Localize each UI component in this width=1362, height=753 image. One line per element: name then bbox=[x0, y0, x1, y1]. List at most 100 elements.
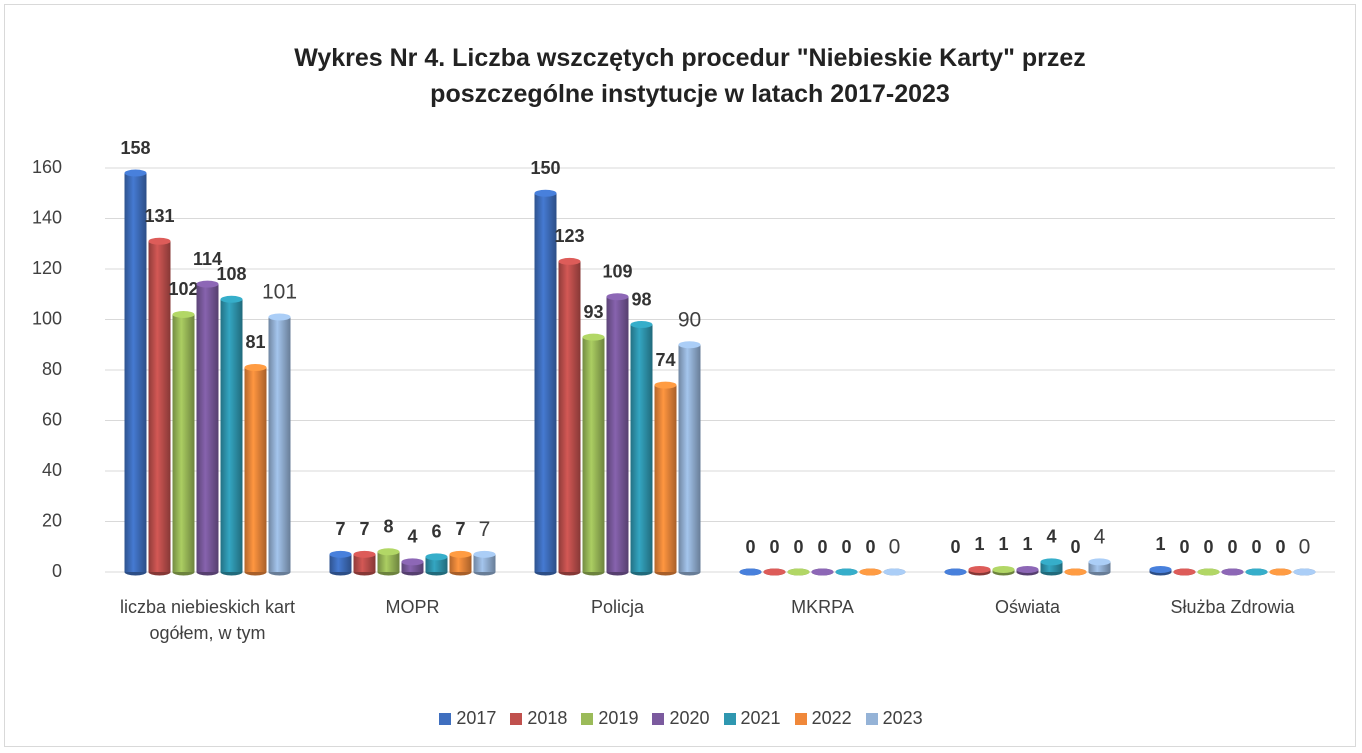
bar-top bbox=[124, 169, 147, 177]
bar-top bbox=[992, 565, 1015, 573]
bar-top bbox=[377, 548, 400, 556]
bar-top bbox=[1293, 568, 1316, 576]
x-tick-label: liczba niebieskich kart ogółem, w tym bbox=[119, 597, 296, 643]
bar bbox=[558, 261, 581, 572]
data-label: 74 bbox=[655, 350, 675, 370]
bar-top bbox=[1064, 568, 1087, 576]
bar-top bbox=[558, 257, 581, 265]
bar bbox=[172, 314, 195, 572]
y-tick-label: 160 bbox=[32, 157, 62, 177]
bar-top bbox=[449, 550, 472, 558]
data-label: 0 bbox=[1251, 537, 1261, 557]
bar-top bbox=[1245, 568, 1268, 576]
y-tick-label: 120 bbox=[32, 258, 62, 278]
data-label: 0 bbox=[1203, 537, 1213, 557]
data-label: 0 bbox=[841, 537, 851, 557]
bar-top bbox=[1197, 568, 1220, 576]
x-tick-label: MKRPA bbox=[791, 597, 854, 617]
bar bbox=[196, 284, 219, 572]
bar-top bbox=[268, 313, 291, 321]
data-label: 90 bbox=[678, 308, 701, 331]
data-label: 0 bbox=[745, 537, 755, 557]
data-label: 4 bbox=[1046, 527, 1056, 547]
y-tick-label: 100 bbox=[32, 308, 62, 328]
y-tick-label: 140 bbox=[32, 207, 62, 227]
bar-top bbox=[473, 550, 496, 558]
data-label: 109 bbox=[602, 262, 632, 282]
legend-label: 2021 bbox=[740, 708, 781, 728]
bar-top bbox=[763, 568, 786, 576]
legend-item: 2017 bbox=[439, 708, 496, 729]
bar-top bbox=[1040, 558, 1063, 566]
bar bbox=[654, 385, 677, 572]
data-label: 101 bbox=[262, 281, 297, 304]
bar bbox=[630, 324, 653, 572]
legend-swatch bbox=[652, 712, 665, 725]
data-label: 1 bbox=[1155, 534, 1165, 554]
bar-top bbox=[1016, 565, 1039, 573]
bar-top bbox=[1269, 568, 1292, 576]
legend-swatch bbox=[794, 712, 807, 725]
data-label: 158 bbox=[120, 138, 150, 158]
legend-swatch bbox=[581, 712, 594, 725]
data-label: 98 bbox=[631, 289, 651, 309]
legend-item: 2019 bbox=[581, 708, 638, 729]
data-label: 0 bbox=[769, 537, 779, 557]
bar-top bbox=[968, 565, 991, 573]
bar bbox=[353, 554, 376, 572]
data-label: 93 bbox=[583, 302, 603, 322]
legend-item: 2020 bbox=[652, 708, 710, 729]
bar-top bbox=[630, 321, 653, 329]
bar bbox=[244, 367, 267, 572]
x-tick-label: Policja bbox=[590, 597, 645, 617]
data-label: 0 bbox=[1227, 537, 1237, 557]
data-label: 7 bbox=[455, 519, 465, 539]
bar-top bbox=[944, 568, 967, 576]
bar bbox=[377, 551, 400, 572]
data-label: 7 bbox=[335, 519, 345, 539]
bar-top bbox=[534, 189, 557, 197]
bar bbox=[268, 316, 291, 572]
bar bbox=[534, 193, 557, 572]
bar bbox=[148, 241, 171, 572]
bar-top bbox=[172, 310, 195, 318]
legend-swatch bbox=[439, 712, 452, 725]
data-label: 0 bbox=[889, 536, 901, 559]
bar-top bbox=[148, 237, 171, 245]
legend-swatch bbox=[865, 712, 878, 725]
bar-top bbox=[883, 568, 906, 576]
y-tick-label: 40 bbox=[42, 460, 62, 480]
bar bbox=[582, 337, 605, 572]
x-tick-label: Oświata bbox=[994, 597, 1061, 617]
legend-item: 2023 bbox=[865, 708, 923, 729]
data-label: 114 bbox=[193, 249, 222, 269]
x-tick-label: Służba Zdrowia bbox=[1170, 597, 1295, 617]
data-label: 0 bbox=[1299, 536, 1311, 559]
bar-top bbox=[739, 568, 762, 576]
data-label: 6 bbox=[431, 522, 441, 542]
bar-top bbox=[1088, 558, 1111, 566]
legend: 2017 2018 2019 2020 2021 2022 2023 bbox=[0, 708, 1362, 729]
legend-label: 2023 bbox=[882, 708, 923, 728]
bar-top bbox=[425, 553, 448, 561]
chart-title: Wykres Nr 4. Liczba wszczętych procedur … bbox=[294, 44, 1086, 108]
bar-top bbox=[1149, 565, 1172, 573]
data-label: 7 bbox=[359, 519, 369, 539]
bar bbox=[124, 173, 147, 573]
data-label: 150 bbox=[530, 158, 560, 178]
legend-item: 2022 bbox=[794, 708, 852, 729]
bar bbox=[401, 561, 424, 572]
legend-label: 2019 bbox=[598, 708, 639, 728]
legend-label: 2020 bbox=[669, 708, 710, 728]
bar-top bbox=[835, 568, 858, 576]
bar-top bbox=[244, 363, 267, 371]
legend-label: 2018 bbox=[527, 708, 568, 728]
bar bbox=[1040, 561, 1063, 572]
data-label: 1 bbox=[998, 534, 1008, 554]
bar-top bbox=[353, 550, 376, 558]
bar-top bbox=[654, 381, 677, 389]
bar-top bbox=[582, 333, 605, 341]
chart-frame bbox=[4, 4, 1356, 747]
bar bbox=[606, 296, 629, 572]
data-label: 0 bbox=[865, 537, 875, 557]
